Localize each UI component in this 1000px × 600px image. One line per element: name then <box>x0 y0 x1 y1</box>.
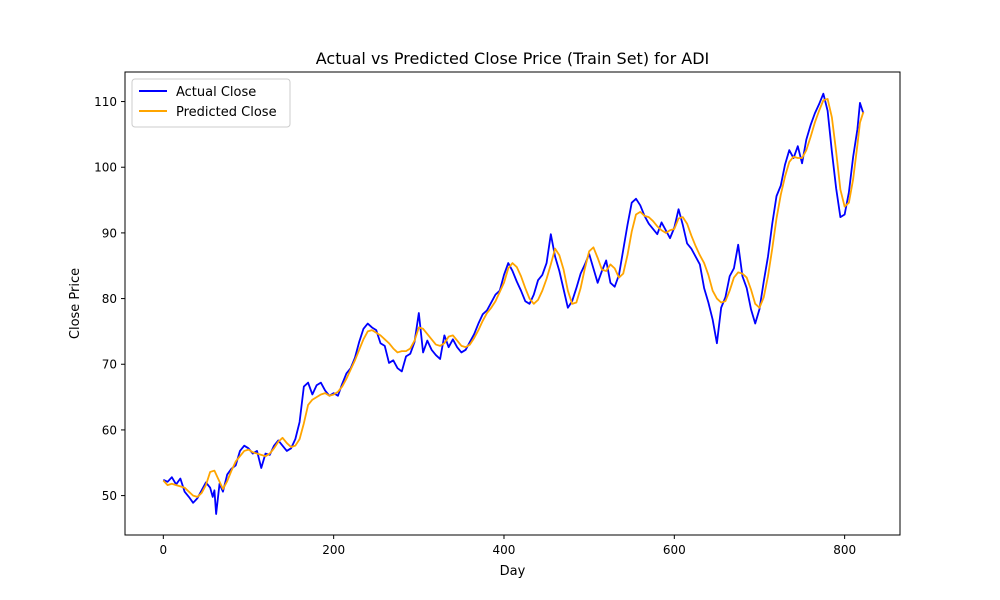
x-tick-label: 800 <box>833 543 856 557</box>
legend: Actual Close Predicted Close <box>131 78 291 128</box>
axes-frame <box>124 71 901 536</box>
x-tick-label: 600 <box>663 543 686 557</box>
y-tick-label: 50 <box>102 489 117 503</box>
series-layer <box>162 92 865 515</box>
x-tick-label: 0 <box>160 543 168 557</box>
x-tick-label: 200 <box>322 543 345 557</box>
plot-area <box>124 71 901 536</box>
y-tick-label: 100 <box>94 161 117 175</box>
series-line-predicted-close <box>162 98 865 498</box>
y-axis-label: Close Price <box>68 268 83 339</box>
chart-title: Actual vs Predicted Close Price (Train S… <box>316 49 709 68</box>
y-tick-label: 70 <box>102 358 117 372</box>
x-axis-label: Day <box>500 564 526 579</box>
y-axis: 50 60 70 80 90 100 110 <box>94 95 125 503</box>
y-tick-label: 90 <box>102 226 117 240</box>
x-tick-label: 400 <box>493 543 516 557</box>
y-tick-label: 80 <box>102 292 117 306</box>
legend-label-predicted: Predicted Close <box>176 105 277 120</box>
x-axis: 0 200 400 600 800 <box>160 535 856 557</box>
legend-box <box>131 78 291 128</box>
series-line-actual-close <box>162 92 865 515</box>
y-tick-label: 110 <box>94 95 117 109</box>
legend-label-actual: Actual Close <box>176 85 256 100</box>
y-tick-label: 60 <box>102 423 117 437</box>
